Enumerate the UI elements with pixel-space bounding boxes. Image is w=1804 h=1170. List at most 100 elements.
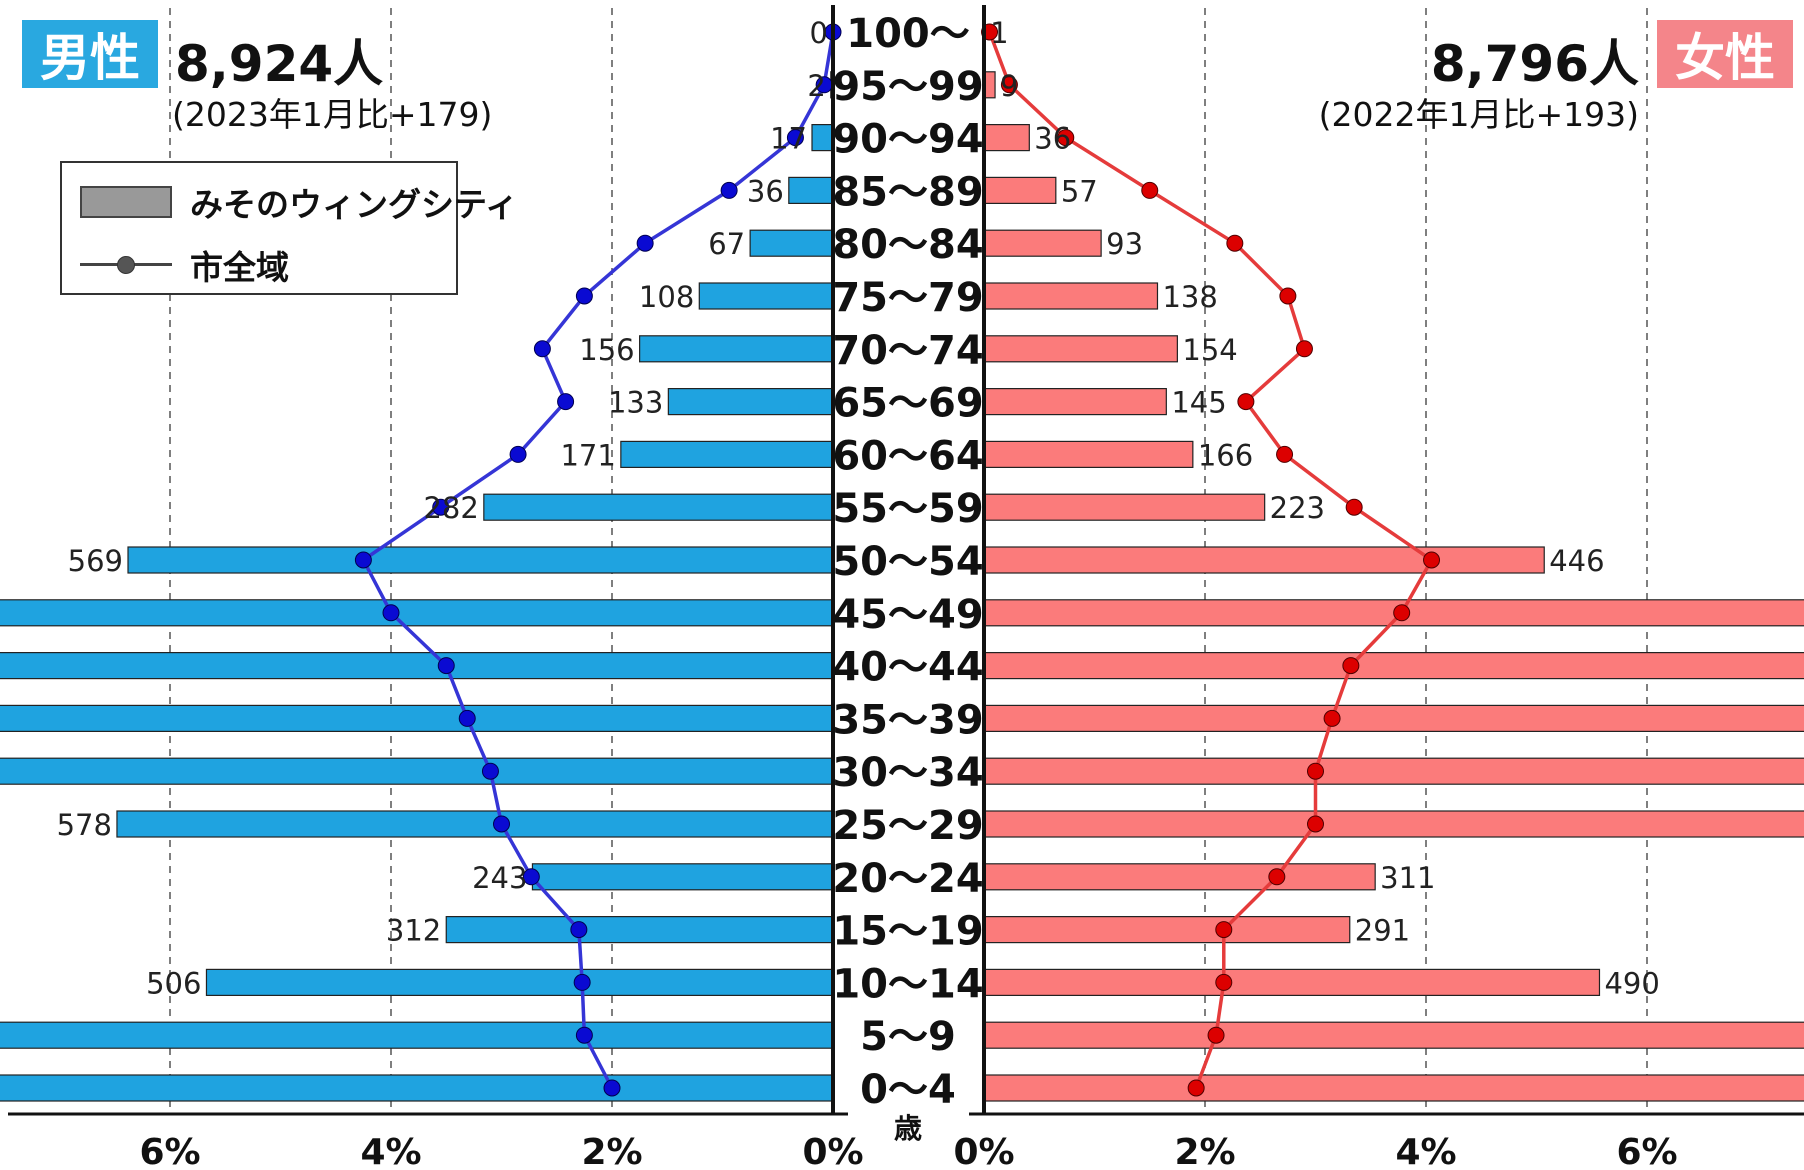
male-compare: (2023年1月比+179)	[172, 95, 493, 134]
bar-female	[983, 335, 1178, 363]
marker-female	[1342, 657, 1360, 675]
male-count-label: 156	[579, 333, 634, 367]
marker-male	[786, 129, 804, 147]
marker-male	[437, 657, 455, 675]
marker-female	[1207, 1026, 1225, 1044]
female-count-label: 57	[1061, 174, 1098, 208]
bar-male	[531, 863, 834, 891]
axes: 6% 4% 2% 0% 0% 2% 4% 6% 歳	[8, 5, 1804, 1170]
marker-female	[1295, 340, 1313, 358]
age-label: 45〜49	[832, 592, 983, 638]
legend-line-swatch	[80, 251, 172, 279]
marker-female	[1226, 234, 1244, 252]
bar-male	[639, 335, 834, 363]
bar-male	[483, 493, 834, 521]
bar-female	[983, 1021, 1804, 1049]
female-count-label: 291	[1355, 914, 1410, 948]
age-unit-label: 歳	[894, 1112, 922, 1145]
male-count-label: 282	[423, 491, 478, 525]
marker-female	[1141, 181, 1159, 199]
bar-male	[620, 440, 834, 468]
marker-male	[720, 181, 738, 199]
age-label: 60〜64	[832, 433, 983, 479]
tick-label-male: 0%	[802, 1132, 863, 1170]
female-title-box: 女性	[1657, 20, 1793, 88]
bar-female	[983, 651, 1804, 680]
bar-female	[983, 440, 1194, 468]
marker-female	[1237, 393, 1255, 411]
male-count-label: 312	[386, 914, 441, 948]
female-count-label: 145	[1171, 386, 1226, 420]
legend-bar-swatch	[80, 186, 172, 218]
bar-female	[983, 915, 1351, 944]
age-label: 70〜74	[832, 328, 983, 374]
legend-line-label: 市全域	[190, 248, 289, 287]
marker-male	[603, 1079, 621, 1097]
marker-female	[1323, 709, 1341, 727]
female-count-label: 9	[1000, 69, 1018, 103]
bar-male	[0, 1074, 834, 1102]
age-label: 20〜24	[832, 856, 983, 902]
value-labels: 0 1 100〜 2 9 95〜99 17 36 90〜94 36 57 85〜89 67 93 80〜84…	[57, 11, 1660, 1113]
marker-male	[573, 973, 591, 991]
tick-label-female: 0%	[953, 1132, 1014, 1170]
age-label: 95〜99	[832, 64, 983, 110]
male-count-label: 243	[472, 861, 527, 895]
female-count-label: 1	[990, 16, 1008, 50]
age-label: 50〜54	[832, 539, 983, 585]
legend-item-bar: みそのウィングシティ	[62, 177, 518, 227]
tick-label-male: 4%	[360, 1132, 421, 1170]
bar-male	[127, 546, 834, 574]
age-label: 55〜59	[832, 486, 983, 532]
bar-male	[698, 282, 834, 310]
age-label: 100〜	[846, 11, 970, 57]
bar-female	[983, 757, 1804, 785]
bar-female	[983, 704, 1804, 733]
female-count-label: 36	[1034, 122, 1071, 156]
marker-female	[1187, 1079, 1205, 1097]
tick-label-female: 6%	[1616, 1132, 1677, 1170]
male-count-label: 578	[57, 808, 112, 842]
male-count-label: 17	[770, 122, 807, 156]
male-count-label: 133	[608, 386, 663, 420]
bar-female	[983, 968, 1601, 997]
bar-male	[0, 757, 834, 785]
marker-female	[1268, 868, 1286, 886]
bar-male	[445, 915, 834, 944]
male-count-label: 171	[560, 438, 615, 472]
age-label: 80〜84	[832, 222, 983, 268]
marker-female	[1279, 287, 1297, 305]
tick-label-male: 6%	[139, 1132, 200, 1170]
male-title-box: 男性	[22, 20, 158, 88]
male-count-label: 2	[807, 69, 825, 103]
whole-city-lines	[354, 23, 1441, 1097]
age-label: 10〜14	[832, 961, 983, 1007]
marker-female	[1307, 762, 1324, 780]
marker-female	[1307, 815, 1324, 833]
bar-male	[788, 176, 834, 204]
marker-male	[481, 762, 499, 780]
female-count-label: 138	[1162, 280, 1217, 314]
marker-male	[636, 234, 654, 252]
female-count-label: 223	[1270, 491, 1325, 525]
female-compare: (2022年1月比+193)	[1318, 95, 1639, 134]
bar-male	[0, 1021, 834, 1049]
marker-male	[533, 340, 551, 358]
male-total: 8,924人	[175, 35, 384, 93]
bar-male	[667, 388, 834, 416]
marker-male	[522, 868, 540, 886]
marker-male	[575, 1026, 593, 1044]
age-label: 75〜79	[832, 275, 983, 321]
bar-male	[0, 651, 834, 680]
bar-female	[983, 176, 1057, 204]
bar-female	[983, 546, 1545, 574]
bar-male	[811, 123, 834, 152]
male-count-label: 108	[639, 280, 694, 314]
age-label: 30〜34	[832, 750, 983, 796]
female-count-label: 154	[1182, 333, 1237, 367]
female-count-label: 166	[1198, 438, 1253, 472]
age-label: 15〜19	[832, 909, 983, 955]
bar-female	[983, 863, 1376, 891]
legend-item-line: 市全域	[62, 240, 289, 290]
